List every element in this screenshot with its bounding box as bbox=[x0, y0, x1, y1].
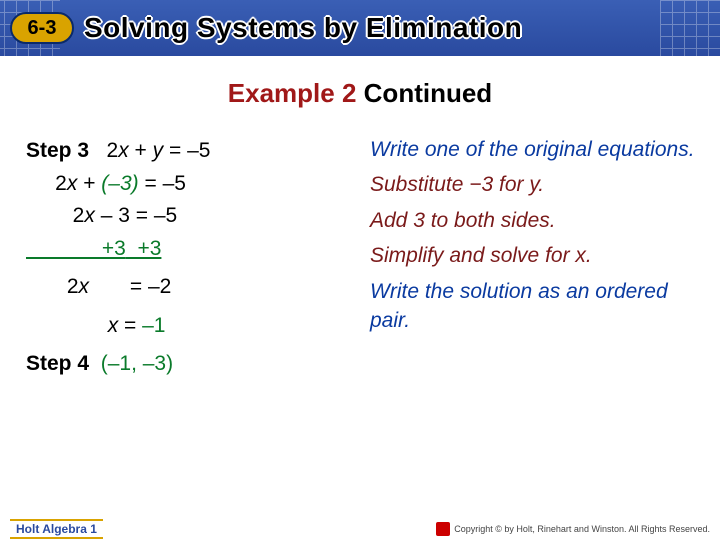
example-subtitle: Example 2 Continued bbox=[0, 78, 720, 109]
footer-textbook: Holt Algebra 1 bbox=[10, 519, 103, 539]
l1-x: x bbox=[118, 139, 129, 162]
step4-label: Step 4 bbox=[26, 352, 89, 375]
step3-label: Step 3 bbox=[26, 139, 89, 162]
grid-decoration-right bbox=[660, 0, 720, 56]
step3-line4: +3 +3 bbox=[26, 233, 346, 266]
step3-line3: 2x – 3 = –5 bbox=[26, 200, 346, 233]
publisher-logo-icon bbox=[436, 522, 450, 536]
l1-mid: + bbox=[129, 139, 153, 162]
l2-pre: 2 bbox=[26, 172, 67, 195]
s4-post: ) bbox=[166, 352, 173, 375]
l2-sub: (–3) bbox=[101, 172, 138, 195]
header-bar: 6-3 Solving Systems by Elimination bbox=[0, 0, 720, 56]
explanations: Write one of the original equations. Sub… bbox=[346, 135, 700, 381]
l2-post: = –5 bbox=[139, 172, 186, 195]
footer: Holt Algebra 1 Copyright © by Holt, Rine… bbox=[0, 518, 720, 540]
l6-val: –1 bbox=[142, 314, 165, 337]
s4-x: –1 bbox=[108, 352, 131, 375]
step3-line5: 2x = –2 bbox=[26, 271, 346, 304]
l3-pre: 2 bbox=[26, 204, 84, 227]
footer-copyright: Copyright © by Holt, Rinehart and Winsto… bbox=[436, 522, 710, 536]
lesson-number-badge: 6-3 bbox=[10, 12, 74, 44]
worked-steps: Step 3 2x + y = –5 2x + (–3) = –5 2x – 3… bbox=[26, 135, 346, 381]
l6-post: = bbox=[118, 314, 142, 337]
l3-x: x bbox=[84, 204, 95, 227]
step4-line: Step 4 (–1, –3) bbox=[26, 348, 346, 381]
l5-post: = –2 bbox=[89, 275, 171, 298]
l4-left: +3 bbox=[26, 237, 126, 260]
copyright-text: Copyright © by Holt, Rinehart and Winsto… bbox=[454, 524, 710, 534]
l2-mid: + bbox=[77, 172, 101, 195]
s4-y: –3 bbox=[143, 352, 166, 375]
subtitle-rest: Continued bbox=[364, 78, 493, 108]
lesson-title: Solving Systems by Elimination bbox=[84, 12, 522, 44]
l1-y: y bbox=[153, 139, 164, 162]
content-area: Step 3 2x + y = –5 2x + (–3) = –5 2x – 3… bbox=[0, 135, 720, 381]
l1-pre: 2 bbox=[89, 139, 118, 162]
l2-x: x bbox=[67, 172, 78, 195]
step3-line6: x = –1 bbox=[26, 310, 346, 343]
s4-sep: , bbox=[131, 352, 143, 375]
l4-right: +3 bbox=[126, 237, 162, 260]
explain-add: Add 3 to both sides. bbox=[370, 206, 700, 235]
l6-x: x bbox=[108, 314, 119, 337]
subtitle-highlight: Example 2 bbox=[228, 78, 364, 108]
s4-pre: ( bbox=[101, 352, 108, 375]
l5-x: x bbox=[79, 275, 90, 298]
l5-pre: 2 bbox=[26, 275, 79, 298]
step3-line2: 2x + (–3) = –5 bbox=[26, 168, 346, 201]
l1-post: = –5 bbox=[163, 139, 210, 162]
explain-original: Write one of the original equations. bbox=[370, 135, 700, 164]
explain-solve: Simplify and solve for x. bbox=[370, 241, 700, 270]
l3-post: – 3 = –5 bbox=[95, 204, 177, 227]
explain-pair: Write the solution as an ordered pair. bbox=[370, 277, 700, 336]
l6-pre bbox=[26, 314, 108, 337]
explain-substitute: Substitute −3 for y. bbox=[370, 170, 700, 199]
step3-line1: Step 3 2x + y = –5 bbox=[26, 135, 346, 168]
